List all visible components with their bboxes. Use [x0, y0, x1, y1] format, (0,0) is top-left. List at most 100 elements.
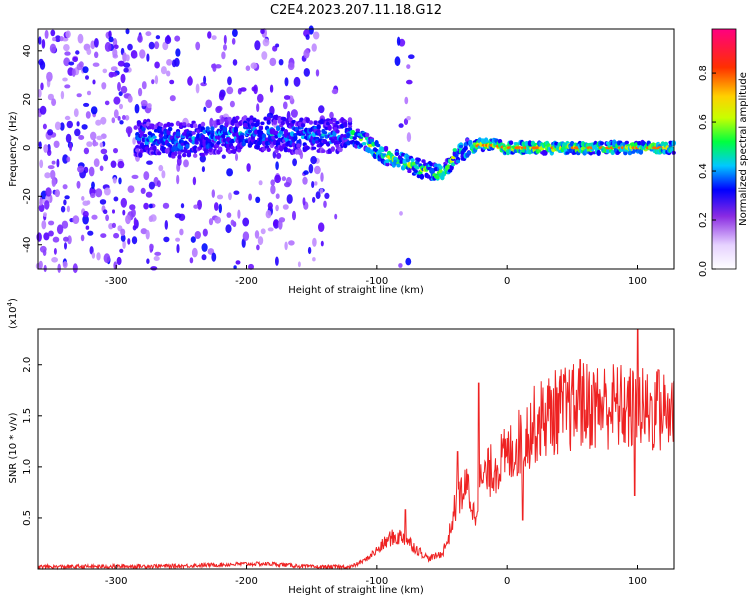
heatmap-cell: [92, 79, 96, 85]
heatmap-cell: [216, 141, 221, 145]
heatmap-cell: [300, 123, 306, 128]
heatmap-cell: [108, 36, 114, 43]
heatmap-cell: [596, 149, 601, 156]
heatmap-cell: [433, 163, 439, 169]
heatmap-y-tick-label: -20: [22, 188, 33, 204]
heatmap-cell: [324, 192, 330, 199]
heatmap-cell: [71, 68, 76, 77]
heatmap-cell: [103, 253, 111, 264]
heatmap-cell: [123, 62, 131, 68]
heatmap-cell: [96, 252, 101, 261]
heatmap-y-tick-label: 20: [22, 93, 33, 106]
heatmap-y-tick-label: -40: [22, 237, 33, 253]
heatmap-cell: [138, 87, 143, 97]
heatmap-cell: [120, 228, 126, 236]
heatmap-cell: [91, 214, 98, 220]
heatmap-cell: [191, 131, 196, 135]
heatmap-cell: [296, 143, 301, 148]
heatmap-cell: [145, 191, 153, 198]
heatmap-cell: [257, 236, 264, 246]
heatmap-cell: [130, 208, 136, 218]
heatmap-cell: [216, 194, 224, 200]
heatmap-cell: [408, 54, 415, 59]
heatmap-cell: [145, 229, 150, 240]
heatmap-cell: [62, 154, 69, 164]
heatmap-cell: [211, 252, 217, 262]
heatmap-cell: [330, 146, 335, 152]
heatmap-cell: [258, 126, 264, 131]
heatmap-cell: [140, 187, 146, 194]
heatmap-cell: [282, 204, 289, 210]
heatmap-cell: [124, 115, 130, 121]
heatmap-cell: [99, 199, 107, 205]
snr-y-tick-label: 1.5: [22, 408, 33, 424]
heatmap-cell: [174, 35, 181, 42]
heatmap-cell: [131, 236, 138, 245]
heatmap-cell: [275, 125, 281, 132]
heatmap-cell: [269, 57, 277, 67]
heatmap-cell: [218, 91, 225, 101]
heatmap-cell: [47, 129, 54, 136]
heatmap-cell: [338, 146, 343, 153]
heatmap-cell: [257, 93, 264, 103]
heatmap-cell: [77, 165, 85, 173]
snr-y-tick-label: 2.0: [22, 357, 33, 373]
heatmap-cell: [171, 154, 176, 159]
heatmap-cell: [312, 257, 316, 262]
heatmap-cell: [137, 34, 143, 43]
heatmap-cell: [110, 160, 117, 168]
heatmap-cell: [233, 126, 238, 132]
heatmap-cell: [396, 163, 401, 168]
heatmap-cell: [177, 154, 182, 160]
heatmap-cell: [314, 165, 321, 175]
heatmap-cell: [214, 202, 219, 211]
heatmap-cell: [146, 53, 150, 62]
heatmap-cell: [85, 111, 91, 119]
heatmap-cell: [468, 139, 473, 145]
heatmap-cell: [44, 200, 50, 210]
heatmap-cell: [308, 120, 314, 125]
heatmap-y-tick-label: 0: [22, 145, 33, 151]
heatmap-cell: [90, 192, 96, 199]
heatmap-cell: [398, 123, 404, 128]
heatmap-cell: [193, 123, 198, 128]
heatmap-cell: [227, 76, 232, 86]
heatmap-cell: [111, 117, 116, 124]
heatmap-cell: [78, 61, 84, 68]
heatmap-cell: [311, 43, 317, 52]
heatmap-cell: [119, 120, 124, 125]
heatmap-cell: [224, 121, 229, 128]
heatmap-cell: [94, 38, 99, 48]
snr-scale-note: (x104): [6, 298, 19, 329]
heatmap-cell: [72, 263, 78, 274]
heatmap-cell: [117, 116, 121, 121]
heatmap-cell: [311, 146, 317, 150]
heatmap-cell: [267, 227, 274, 232]
heatmap-cell: [385, 162, 390, 167]
heatmap-cell: [248, 263, 254, 270]
heatmap-cell: [327, 124, 332, 131]
colorbar-gradient: [711, 28, 737, 270]
heatmap-cell: [195, 83, 200, 94]
heatmap-cell: [355, 141, 360, 146]
heatmap-cell: [226, 86, 234, 95]
heatmap-cell: [284, 241, 288, 251]
heatmap-cell: [64, 242, 67, 250]
snr-y-axis-label: SNR (10 * v/v): [8, 412, 19, 483]
heatmap-cell: [254, 40, 261, 51]
heatmap-cell: [101, 82, 107, 90]
heatmap-cell: [292, 210, 296, 221]
heatmap-cell: [543, 149, 548, 156]
heatmap-cell: [312, 237, 317, 247]
heatmap-cell: [410, 158, 415, 163]
heatmap-cell: [446, 164, 451, 171]
heatmap-cell: [164, 220, 168, 230]
heatmap-cell: [229, 100, 235, 108]
heatmap-cell: [281, 176, 287, 182]
heatmap-cell: [43, 232, 50, 241]
heatmap-cell: [228, 192, 232, 201]
heatmap-cell: [65, 30, 71, 39]
heatmap-cell: [82, 66, 89, 74]
heatmap-cell: [49, 43, 57, 54]
heatmap-cell: [87, 230, 94, 236]
